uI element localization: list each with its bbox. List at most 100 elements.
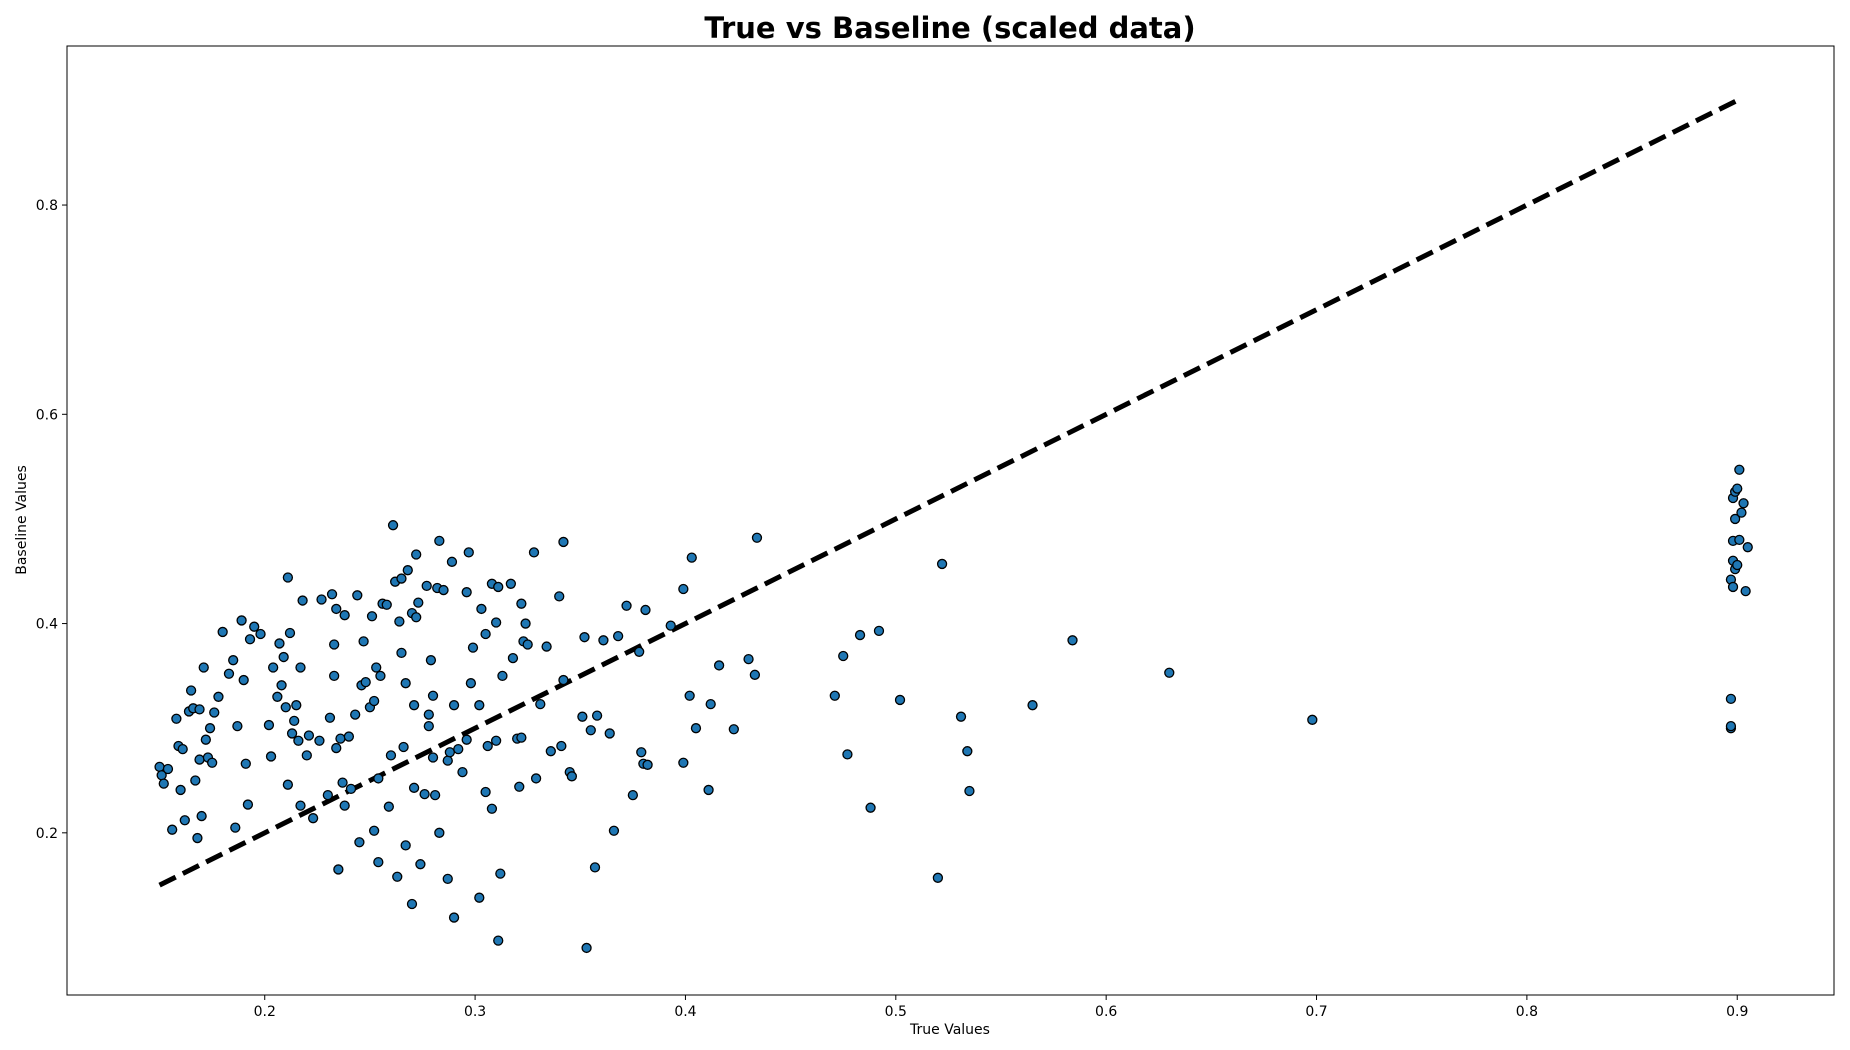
data-point [1027,700,1038,711]
data-point [457,766,468,778]
y-tick-label: 0.6 [36,407,58,423]
data-point [438,584,449,596]
x-tick-label: 0.6 [1095,1004,1117,1020]
data-point [345,783,357,795]
y-tick-label: 0.4 [36,617,58,633]
data-point [406,898,418,910]
data-point [1738,498,1749,509]
data-point [442,755,453,766]
data-point [354,837,365,848]
data-point [1732,483,1743,494]
data-point [545,746,556,757]
data-point [190,775,201,786]
data-point [493,581,504,593]
data-point [598,635,609,646]
data-point [400,678,411,689]
data-point [339,800,350,811]
data-point [703,784,714,796]
data-point [505,578,517,589]
data-point [396,573,407,584]
data-point [385,750,397,761]
x-tick-label: 0.7 [1305,1004,1327,1020]
data-point [490,735,502,746]
data-point [307,813,319,824]
data-point [324,712,336,723]
y-tick-label: 0.8 [36,198,58,214]
data-point [1742,542,1753,553]
plot-area-frame [66,45,1835,996]
data-point [1734,464,1745,475]
data-point [177,743,188,755]
data-point [427,752,439,763]
data-point [411,549,422,560]
data-point [728,724,739,735]
data-point [408,782,420,793]
data-point [713,660,725,671]
data-point [577,711,588,722]
data-point [394,616,405,627]
data-point [331,603,342,615]
data-point [554,591,565,602]
x-tick-label: 0.3 [464,1004,486,1020]
data-point [200,734,211,745]
data-point [244,634,256,645]
data-point [413,597,424,608]
data-point [198,662,209,673]
data-point [495,868,506,879]
x-tick-label: 0.5 [885,1004,907,1020]
data-point [461,587,472,598]
data-point [486,803,498,814]
data-point [429,790,441,801]
data-point [282,572,294,583]
data-point [423,709,434,720]
data-point [194,754,205,765]
data-point [242,799,254,810]
data-point [303,730,315,741]
x-tick-label: 0.2 [254,1004,276,1020]
data-point [230,822,241,833]
data-point [423,720,434,732]
data-point [278,651,289,663]
data-point [541,641,552,652]
y-axis: 0.2 0.4 0.6 0.8 [36,198,67,842]
data-point [514,781,525,792]
data-point [448,700,460,711]
data-point [316,594,327,605]
data-point [480,628,491,640]
data-point [333,864,344,875]
data-point [1164,667,1175,678]
data-point [366,611,378,622]
data-point [185,685,197,696]
data-point [686,552,697,563]
data-point [678,757,689,768]
data-point [678,583,689,595]
data-point [371,662,382,673]
data-point [232,720,243,732]
x-tick-label: 0.8 [1516,1004,1538,1020]
data-point [490,617,502,628]
data-point [640,604,651,616]
data-point [530,773,542,784]
data-point [467,642,479,653]
data-point [402,565,413,576]
data-point [556,740,567,752]
data-point [217,626,228,638]
data-point [329,639,340,650]
data-point [373,856,384,868]
reference-line-group [158,98,1739,888]
data-point [964,785,975,797]
data-point [465,678,477,689]
data-point [873,625,885,637]
data-point [400,840,411,851]
data-point [751,532,763,543]
data-point [962,746,973,757]
data-point [842,749,853,760]
data-point [621,600,632,611]
data-point [373,773,384,784]
data-point [343,731,355,742]
data-point [865,802,876,813]
data-point [276,680,287,691]
data-point [1725,693,1737,705]
